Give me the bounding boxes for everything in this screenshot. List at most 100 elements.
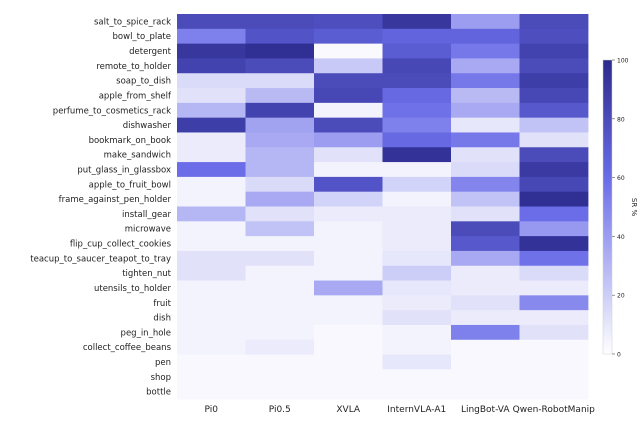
heatmap-cell [451, 206, 520, 222]
heatmap-cell [382, 28, 452, 45]
heatmap-cell [314, 147, 383, 163]
heatmap-cell [314, 265, 383, 281]
heatmap-cell [177, 191, 246, 207]
row-label: dish [153, 314, 171, 324]
heatmap-cell [519, 221, 589, 237]
heatmap-cell [245, 280, 315, 296]
heatmap-cell [177, 310, 246, 326]
heatmap-cell [382, 58, 452, 74]
heatmap-cell [382, 73, 452, 89]
heatmap-cell [314, 162, 383, 178]
heatmap-cell [382, 310, 452, 326]
heatmap-cell [451, 369, 520, 385]
heatmap-cell [519, 280, 589, 296]
heatmap-cell [314, 132, 383, 148]
row-label: peg_in_hole [121, 328, 171, 338]
heatmap-cell [382, 162, 452, 178]
heatmap-cell [519, 206, 589, 222]
heatmap-cell [314, 384, 383, 400]
heatmap-cell [519, 265, 589, 281]
colorbar-tick-label: 0 [617, 352, 621, 359]
heatmap-cell [245, 88, 315, 104]
heatmap-cell [245, 191, 315, 207]
heatmap-cell [245, 265, 315, 281]
row-label: soap_to_dish [116, 77, 171, 87]
heatmap-cell [451, 147, 520, 163]
row-label: utensils_to_holder [94, 284, 172, 294]
heatmap-cell [314, 73, 383, 89]
heatmap-cell [382, 384, 452, 400]
heatmap-cell [314, 191, 383, 207]
heatmap-cell [519, 295, 589, 311]
heatmap-cell [245, 324, 315, 341]
heatmap-cell [314, 310, 383, 326]
column-label: XVLA [336, 405, 361, 415]
heatmap-cell [314, 88, 383, 104]
colorbar-tick-label: 100 [617, 58, 629, 65]
heatmap-cell [451, 102, 520, 119]
heatmap-cell [519, 28, 589, 45]
heatmap-cell [519, 88, 589, 104]
row-label: apple_from_shelf [99, 91, 172, 101]
column-label: InternVLA-A1 [387, 405, 446, 415]
heatmap-cell [382, 132, 452, 148]
heatmap-cell [519, 14, 589, 30]
row-label: remote_to_holder [96, 62, 171, 72]
heatmap-cell [519, 117, 589, 133]
row-label: detergent [129, 47, 172, 57]
heatmap-cell [245, 384, 315, 400]
heatmap-cell [382, 191, 452, 207]
heatmap-cell [314, 28, 383, 45]
row-label: shop [151, 373, 171, 383]
heatmap-cell [177, 250, 246, 267]
heatmap-cell [451, 191, 520, 207]
heatmap-cell [245, 43, 315, 59]
row-label: install_gear [122, 210, 172, 220]
heatmap-cell [382, 324, 452, 341]
column-label: LingBot-VA [461, 405, 510, 415]
heatmap-cell [382, 250, 452, 267]
heatmap-cell [314, 339, 383, 355]
heatmap-cell [314, 280, 383, 296]
heatmap-cell [451, 310, 520, 326]
heatmap-cell [177, 14, 246, 30]
heatmap-cell [177, 132, 246, 148]
heatmap-cell [245, 14, 315, 30]
column-label: Qwen-RobotManip [513, 405, 596, 415]
row-label: perfume_to_cosmetics_rack [53, 106, 171, 116]
heatmap-cell [245, 58, 315, 74]
heatmap-cell [519, 384, 589, 400]
row-label: microwave [125, 225, 171, 235]
heatmap-cell [451, 117, 520, 133]
heatmap-cell [451, 324, 520, 341]
heatmap-cell [245, 295, 315, 311]
heatmap-cell [519, 339, 589, 355]
row-labels: salt_to_spice_rack bowl_to_plate detergent… [30, 17, 172, 397]
heatmap-cell [177, 162, 246, 178]
column-label: Pi0 [205, 405, 219, 415]
heatmap-cell [314, 324, 383, 341]
heatmap-cell [451, 88, 520, 104]
heatmap-cell [382, 117, 452, 133]
heatmap-cell [382, 295, 452, 311]
colorbar-tick-label: 80 [617, 116, 625, 123]
column-labels: Pi0 Pi0.5 XVLA InternVLA-A1 LingBot-VA Qwen-R… [205, 405, 596, 415]
heatmap-cell [177, 117, 246, 133]
heatmap-cell [519, 58, 589, 74]
colorbar: 0 20 40 60 80 100 SR % [602, 58, 638, 359]
heatmap-cell [245, 206, 315, 222]
heatmap-cells [177, 14, 589, 400]
heatmap-cell [382, 206, 452, 222]
heatmap-cell [451, 339, 520, 355]
heatmap-cell [314, 176, 383, 193]
row-label: dishwasher [123, 121, 172, 131]
row-label: salt_to_spice_rack [94, 17, 171, 27]
heatmap-cell [314, 14, 383, 30]
heatmap-cell [245, 250, 315, 267]
heatmap-cell [451, 280, 520, 296]
heatmap-cell [382, 354, 452, 370]
heatmap-cell [314, 236, 383, 252]
heatmap-cell [382, 147, 452, 163]
heatmap-cell [314, 221, 383, 237]
